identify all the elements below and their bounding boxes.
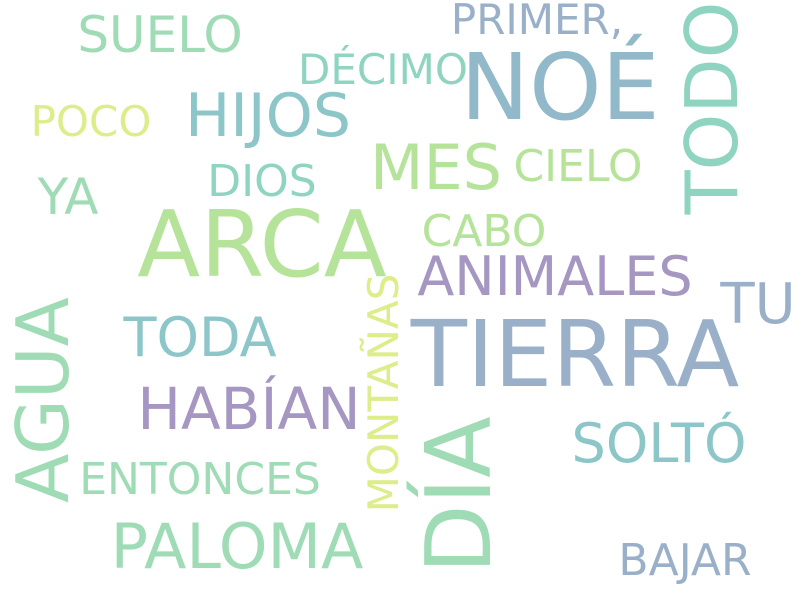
word-montanas: MONTAÑAS: [359, 273, 408, 513]
word-noe: NOÉ: [460, 34, 660, 141]
word-dia: DÍA: [407, 416, 512, 574]
word-suelo: SUELO: [77, 6, 243, 64]
word-agua: AGUA: [1, 297, 85, 503]
word-arca: ARCA: [137, 191, 387, 298]
word-poco: POCO: [30, 97, 152, 146]
word-tierra: TIERRA: [410, 301, 740, 408]
word-dios: DIOS: [207, 156, 317, 207]
word-tu: TU: [720, 272, 796, 337]
word-toda: TODA: [123, 306, 277, 369]
word-decimo: DÉCIMO: [298, 45, 468, 94]
word-bajar: BAJAR: [618, 535, 752, 586]
word-ya: YA: [37, 168, 99, 226]
word-hijos: HIJOS: [185, 81, 351, 151]
word-mes: MES: [369, 131, 503, 204]
word-habian: HABÍAN: [137, 375, 361, 443]
word-cabo: CABO: [421, 206, 547, 257]
word-paloma: PALOMA: [110, 510, 364, 583]
word-solto: SOLTÓ: [571, 412, 747, 475]
word-animales: ANIMALES: [417, 245, 693, 308]
word-entonces: ENTONCES: [79, 454, 321, 505]
word-todo: TODO: [670, 1, 754, 215]
word-primer: PRIMER,: [450, 0, 624, 44]
word-cielo: CIELO: [513, 141, 643, 192]
